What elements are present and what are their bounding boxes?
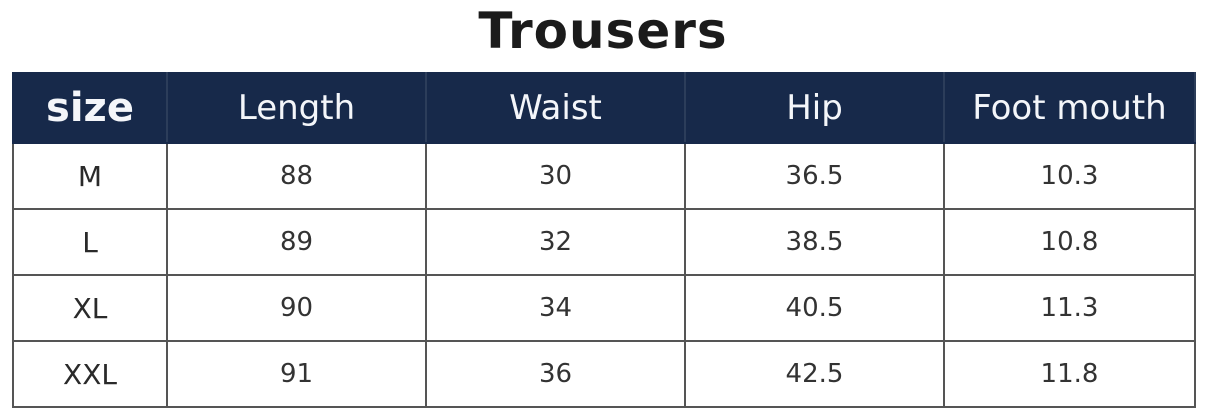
size-table: size Length Waist Hip Foot mouth M 88 30 36.5 10… [12, 72, 1196, 408]
value-cell: 89 [166, 208, 427, 276]
column-header-waist: Waist [425, 72, 686, 144]
value-cell: 36.5 [684, 142, 945, 210]
header-row: size Length Waist Hip Foot mouth [12, 72, 1196, 144]
column-header-hip: Hip [684, 72, 945, 144]
size-cell: XXL [12, 340, 168, 408]
size-cell: M [12, 142, 168, 210]
table-row: L 89 32 38.5 10.8 [12, 208, 1196, 276]
chart-title: Trousers [478, 2, 728, 60]
value-cell: 90 [166, 274, 427, 342]
value-cell: 30 [425, 142, 686, 210]
value-cell: 10.3 [943, 142, 1196, 210]
value-cell: 91 [166, 340, 427, 408]
column-header-length: Length [166, 72, 427, 144]
value-cell: 32 [425, 208, 686, 276]
value-cell: 38.5 [684, 208, 945, 276]
value-cell: 40.5 [684, 274, 945, 342]
value-cell: 11.3 [943, 274, 1196, 342]
size-cell: XL [12, 274, 168, 342]
table-row: XL 90 34 40.5 11.3 [12, 274, 1196, 342]
column-header-size: size [12, 72, 168, 144]
value-cell: 10.8 [943, 208, 1196, 276]
value-cell: 34 [425, 274, 686, 342]
table-row: M 88 30 36.5 10.3 [12, 142, 1196, 210]
value-cell: 88 [166, 142, 427, 210]
value-cell: 11.8 [943, 340, 1196, 408]
table-row: XXL 91 36 42.5 11.8 [12, 340, 1196, 408]
size-cell: L [12, 208, 168, 276]
value-cell: 36 [425, 340, 686, 408]
value-cell: 42.5 [684, 340, 945, 408]
column-header-foot-mouth: Foot mouth [943, 72, 1196, 144]
